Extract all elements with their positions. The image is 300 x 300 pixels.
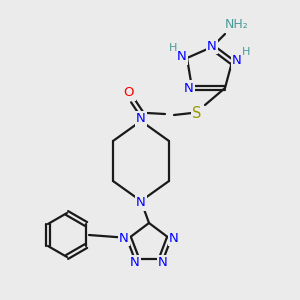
Text: N: N: [177, 50, 187, 64]
Text: NH₂: NH₂: [225, 17, 249, 31]
Text: N: N: [130, 256, 140, 269]
Text: N: N: [136, 196, 146, 209]
Text: H: H: [242, 47, 250, 57]
Text: N: N: [169, 232, 179, 244]
Text: H: H: [169, 43, 177, 53]
Text: S: S: [192, 106, 202, 121]
Text: N: N: [232, 55, 242, 68]
Text: O: O: [124, 86, 134, 100]
Text: N: N: [158, 256, 168, 269]
Text: N: N: [207, 40, 217, 52]
Text: N: N: [119, 232, 129, 244]
Text: N: N: [136, 112, 146, 125]
Text: N: N: [184, 82, 194, 94]
